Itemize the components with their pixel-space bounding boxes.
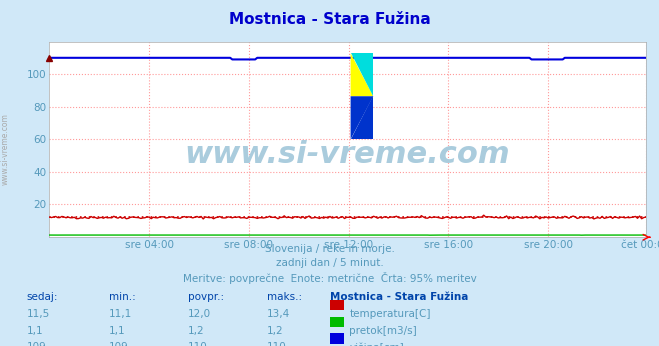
Polygon shape <box>351 53 373 96</box>
Text: Mostnica - Stara Fužina: Mostnica - Stara Fužina <box>330 292 468 302</box>
Text: maks.:: maks.: <box>267 292 302 302</box>
Text: 12,0: 12,0 <box>188 309 211 319</box>
Polygon shape <box>351 96 373 139</box>
Text: 1,1: 1,1 <box>26 326 43 336</box>
Polygon shape <box>351 53 373 96</box>
Text: Meritve: povprečne  Enote: metrične  Črta: 95% meritev: Meritve: povprečne Enote: metrične Črta:… <box>183 272 476 284</box>
Text: 13,4: 13,4 <box>267 309 290 319</box>
Text: www.si-vreme.com: www.si-vreme.com <box>1 113 10 185</box>
Text: pretok[m3/s]: pretok[m3/s] <box>349 326 417 336</box>
Text: zadnji dan / 5 minut.: zadnji dan / 5 minut. <box>275 258 384 268</box>
Text: 11,1: 11,1 <box>109 309 132 319</box>
Text: 109: 109 <box>26 342 46 346</box>
Text: 109: 109 <box>109 342 129 346</box>
Text: www.si-vreme.com: www.si-vreme.com <box>185 140 511 170</box>
Text: Slovenija / reke in morje.: Slovenija / reke in morje. <box>264 244 395 254</box>
Text: 110: 110 <box>267 342 287 346</box>
Polygon shape <box>351 96 373 139</box>
Text: 11,5: 11,5 <box>26 309 49 319</box>
Text: sedaj:: sedaj: <box>26 292 58 302</box>
Text: povpr.:: povpr.: <box>188 292 224 302</box>
Text: 110: 110 <box>188 342 208 346</box>
Text: min.:: min.: <box>109 292 136 302</box>
Text: Mostnica - Stara Fužina: Mostnica - Stara Fužina <box>229 12 430 27</box>
Text: 1,2: 1,2 <box>188 326 204 336</box>
Text: 1,2: 1,2 <box>267 326 283 336</box>
Text: temperatura[C]: temperatura[C] <box>349 309 431 319</box>
Text: 1,1: 1,1 <box>109 326 125 336</box>
Text: višina[cm]: višina[cm] <box>349 342 404 346</box>
